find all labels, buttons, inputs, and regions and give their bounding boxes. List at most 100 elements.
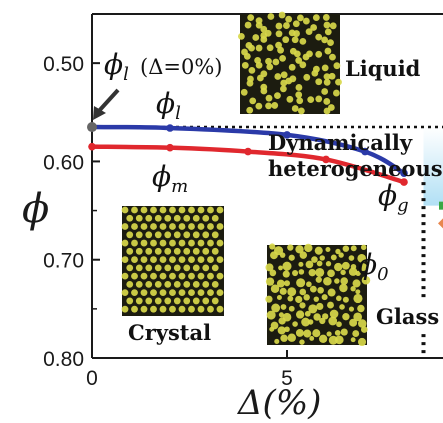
particle — [311, 69, 319, 77]
particle — [278, 265, 283, 271]
dynamically-label: Dynamically — [268, 130, 413, 155]
particle — [321, 88, 329, 95]
particle — [278, 317, 286, 325]
particle — [359, 263, 368, 271]
particle — [335, 248, 341, 255]
particle — [154, 280, 162, 288]
svg-text:ϕl: ϕl — [104, 48, 129, 85]
phi-m-symbol: ϕ — [152, 160, 171, 193]
particle — [303, 329, 312, 338]
particle — [341, 261, 350, 270]
particle — [317, 286, 324, 294]
particle — [327, 104, 335, 111]
particle — [297, 14, 304, 22]
particle — [188, 239, 195, 247]
particle — [269, 326, 275, 332]
particle — [303, 73, 311, 81]
particle — [140, 305, 148, 313]
phi-0-symbol: ϕ — [358, 248, 377, 281]
particle — [307, 96, 315, 104]
particle — [121, 289, 129, 297]
particle — [328, 316, 338, 326]
particle — [150, 206, 157, 214]
particle — [311, 256, 318, 263]
particle — [302, 17, 310, 25]
phi-m-subscript: m — [171, 176, 188, 197]
particle — [350, 337, 356, 343]
particle — [299, 251, 308, 259]
particle — [197, 223, 205, 230]
data-point-phi_m — [166, 143, 174, 152]
particle — [277, 46, 284, 54]
particle — [295, 91, 303, 99]
particle — [305, 28, 313, 36]
particle — [327, 301, 334, 309]
particle — [173, 264, 181, 272]
particle — [302, 53, 310, 61]
particle — [140, 239, 148, 247]
particle — [202, 297, 210, 305]
particle — [216, 223, 224, 230]
particle — [202, 280, 210, 288]
particle — [265, 94, 273, 102]
particle — [243, 52, 251, 60]
particle — [183, 264, 191, 272]
particle — [207, 305, 214, 313]
particle — [312, 14, 320, 22]
particle — [340, 277, 349, 285]
particle — [126, 280, 134, 288]
y-axis-label: ϕ — [22, 186, 49, 232]
particle — [169, 239, 176, 247]
data-point-phi_l — [400, 169, 408, 178]
particle — [342, 313, 350, 321]
glass-label: Glass — [376, 304, 439, 329]
particle — [276, 279, 285, 288]
particle — [334, 335, 344, 345]
particle — [297, 107, 305, 115]
phi-l-symbol: ϕ — [156, 87, 175, 120]
particle — [315, 276, 322, 283]
particle — [350, 245, 357, 252]
particle — [291, 36, 299, 44]
particle — [145, 247, 153, 255]
particle — [159, 289, 167, 297]
x-axis-ticks: 051015 — [86, 350, 293, 390]
particle — [342, 245, 350, 252]
particle — [323, 98, 331, 105]
particle — [164, 231, 172, 239]
particle — [173, 247, 181, 255]
particle — [169, 206, 176, 214]
particle — [274, 92, 281, 100]
series-phi_g — [439, 201, 443, 210]
particle — [280, 85, 287, 93]
particle — [131, 223, 138, 230]
particle — [178, 289, 186, 297]
particle — [309, 285, 317, 293]
particle — [270, 251, 278, 260]
particle — [282, 261, 292, 271]
particle — [169, 272, 176, 280]
particle — [197, 289, 205, 297]
particle — [315, 50, 323, 58]
y-tick-label: 0.80 — [43, 348, 84, 371]
particle — [292, 321, 298, 327]
particle — [265, 277, 275, 286]
svg-text:ϕm: ϕm — [152, 160, 188, 197]
particle — [299, 302, 306, 309]
particle — [282, 36, 290, 44]
particle — [255, 102, 263, 110]
particle — [287, 244, 294, 251]
particle — [173, 297, 181, 305]
particle — [211, 231, 219, 239]
particle — [361, 275, 371, 285]
particle — [135, 214, 143, 222]
data-point-phi_l — [361, 147, 369, 156]
particle — [324, 47, 332, 55]
particle — [299, 37, 307, 45]
particle — [357, 337, 367, 347]
particle — [321, 294, 328, 301]
particle — [154, 247, 162, 255]
particle — [150, 239, 157, 247]
particle — [183, 231, 191, 239]
particle — [357, 254, 367, 263]
